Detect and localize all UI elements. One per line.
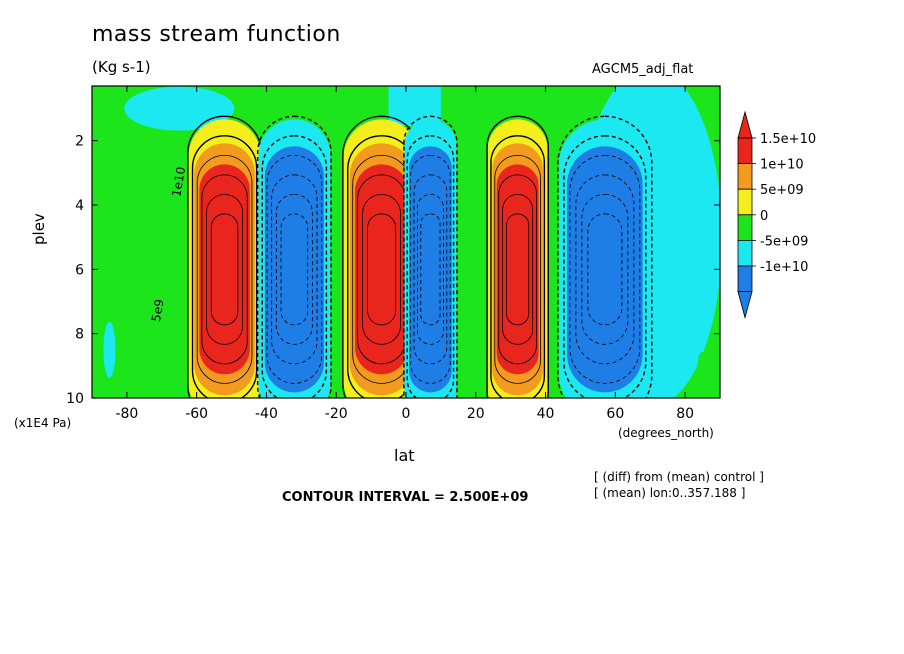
contour-line <box>587 213 623 326</box>
y-tick-label: 2 <box>75 134 84 150</box>
contour-line <box>563 135 647 398</box>
chart-units: (Kg s-1) <box>92 58 151 76</box>
colorbar-label: -5e+09 <box>760 234 808 249</box>
contour-line <box>575 174 635 365</box>
contour-line <box>256 115 332 398</box>
y-axis-unit: (x1E4 Pa) <box>14 416 72 430</box>
contour-line <box>502 193 534 345</box>
colorbar-label: 1.5e+10 <box>760 132 816 147</box>
colorbar-swatch <box>737 188 753 216</box>
contour-line <box>569 154 641 384</box>
contour-line <box>280 213 309 326</box>
contour-line <box>494 154 541 384</box>
positive-cell <box>354 164 409 375</box>
contour-line <box>271 174 318 365</box>
chart-title: mass stream function <box>92 22 341 47</box>
colorbar-swatch <box>737 137 753 165</box>
negative-cell <box>567 146 643 393</box>
colorbar-label: 0 <box>760 209 768 224</box>
contour-labels: 1e10 5e9 <box>149 166 188 323</box>
contour-line <box>498 174 537 365</box>
run-label: AGCM5_adj_flat <box>592 62 694 77</box>
colorbar-label: 5e+09 <box>760 183 804 198</box>
contour-line <box>362 193 401 345</box>
contour-line <box>581 193 629 345</box>
colorbar-bottom-arrow <box>737 291 753 320</box>
contour-line <box>420 213 441 326</box>
note-diff: [ (diff) from (mean) control ] <box>594 470 764 484</box>
colorbar-swatch <box>737 265 753 293</box>
contour-line <box>417 193 444 345</box>
x-axis-label: lat <box>394 446 415 465</box>
y-tick-label: 6 <box>75 262 84 278</box>
contour-line <box>403 115 458 398</box>
x-tick-label: -20 <box>325 406 348 422</box>
contour-line <box>506 213 530 326</box>
colorbar-label: -1e+10 <box>760 260 808 275</box>
contour-interval: CONTOUR INTERVAL = 2.500E+09 <box>282 490 529 505</box>
positive-cell <box>199 164 250 375</box>
contour-line <box>413 174 448 365</box>
positive-cell <box>496 164 539 375</box>
contour-line <box>191 135 258 398</box>
y-tick-label: 8 <box>75 327 84 343</box>
contour-line <box>486 115 549 398</box>
note-mean: [ (mean) lon:0..357.188 ] <box>594 486 746 500</box>
contour-label: 1e10 <box>169 166 188 198</box>
x-tick-label: -40 <box>255 406 278 422</box>
contour-line <box>206 193 243 345</box>
x-tick-label: -60 <box>185 406 208 422</box>
negative-cell <box>409 146 452 393</box>
negative-region <box>103 321 116 378</box>
contour-line <box>210 213 239 326</box>
colorbar-top-arrow <box>737 110 753 139</box>
x-tick-label: 80 <box>676 406 694 422</box>
negative-cell <box>264 146 324 393</box>
contour-line <box>367 213 397 326</box>
y-tick-label: 10 <box>66 391 84 407</box>
contour-line <box>196 154 253 384</box>
negative-region <box>124 86 235 131</box>
contour-field <box>92 86 720 398</box>
contour-label: 5e9 <box>149 298 167 323</box>
contour-line <box>266 154 323 384</box>
x-tick-label: -80 <box>115 406 138 422</box>
x-tick-label: 60 <box>606 406 624 422</box>
y-tick-label: 4 <box>75 198 84 214</box>
contour-line <box>410 154 451 384</box>
contour-line <box>261 135 328 398</box>
contour-line <box>201 174 248 365</box>
x-tick-label: 20 <box>467 406 485 422</box>
x-tick-label: 40 <box>537 406 555 422</box>
colorbar-swatch <box>737 163 753 190</box>
colorbar-swatch <box>737 214 753 241</box>
contour-line <box>275 193 313 345</box>
contour-line <box>557 115 653 398</box>
x-tick-label: 0 <box>402 406 411 422</box>
axis-ticks: -80 -60 -40 -20 0 20 40 60 80 2 4 6 8 10 <box>66 86 720 422</box>
x-axis-unit: (degrees_north) <box>618 426 714 440</box>
colorbar-label: 1e+10 <box>760 158 804 173</box>
contour-line <box>406 135 455 398</box>
colorbar: 1.5e+10 1e+10 5e+09 0 -5e+09 -1e+10 <box>737 110 816 320</box>
positive-region <box>697 351 708 380</box>
colorbar-swatch <box>737 239 753 267</box>
contour-line <box>490 135 546 398</box>
